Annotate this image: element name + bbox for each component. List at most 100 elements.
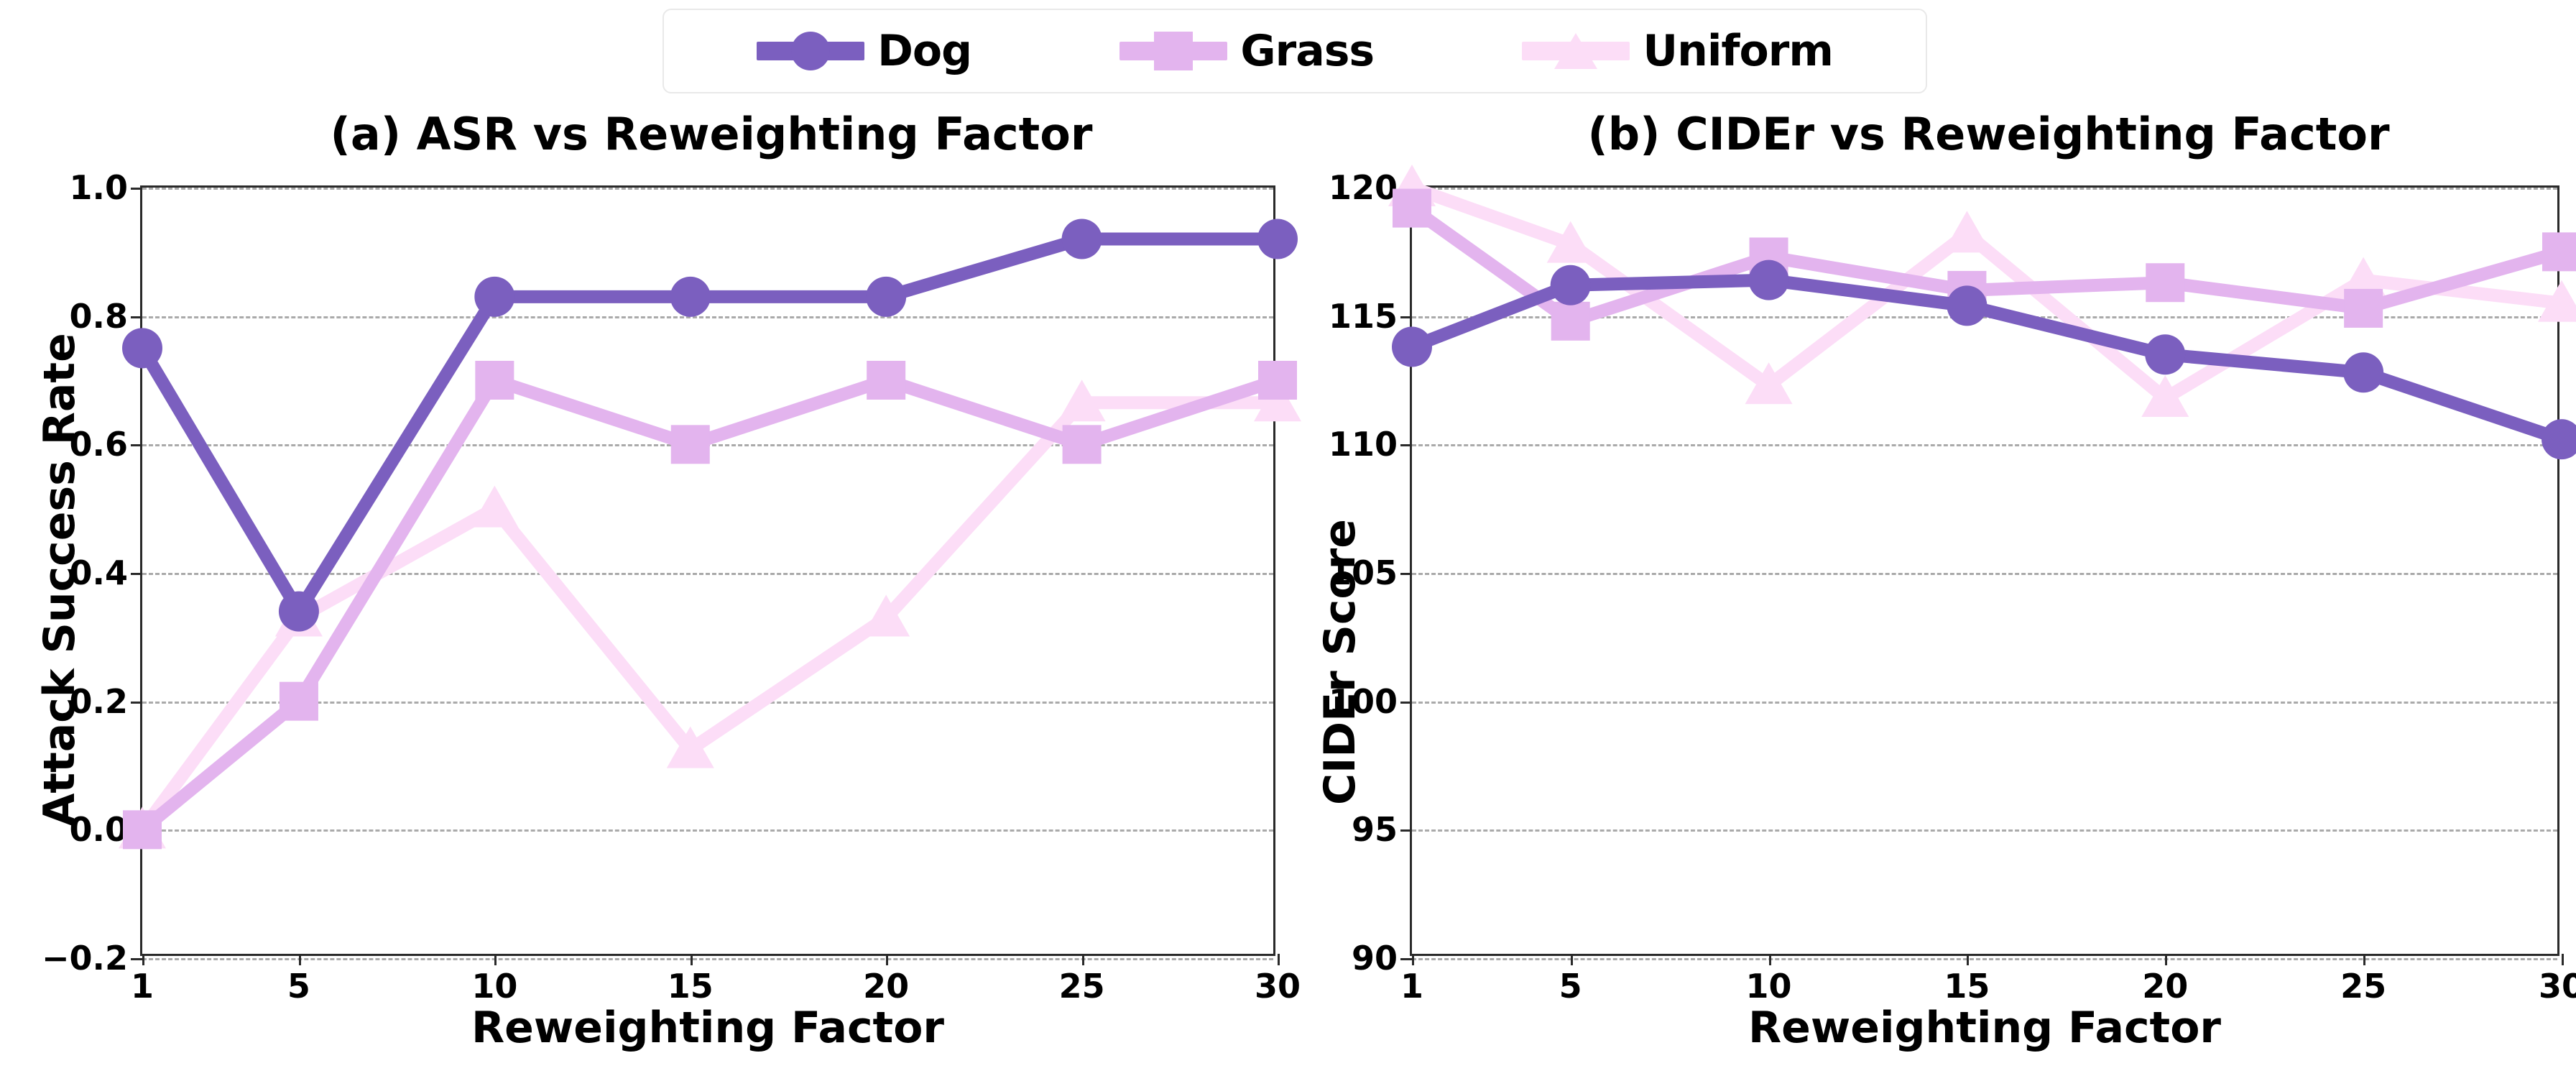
x-tick-mark bbox=[1081, 954, 1084, 965]
triangle-marker[interactable] bbox=[862, 594, 910, 637]
y-tick-label: 95 bbox=[1351, 810, 1398, 850]
y-tick-mark bbox=[131, 701, 142, 704]
square-marker[interactable] bbox=[279, 681, 318, 721]
triangle-marker[interactable] bbox=[666, 726, 714, 768]
x-tick-mark bbox=[1412, 954, 1414, 965]
panel-b-plot-area: 90 95 100 105 110 115 120 1 5 10 15 20 25 30 bbox=[1329, 165, 2576, 1006]
x-tick-mark bbox=[1278, 954, 1280, 965]
triangle-marker[interactable] bbox=[1943, 211, 1991, 253]
triangle-marker[interactable] bbox=[2340, 257, 2388, 299]
legend-label-grass: Grass bbox=[1240, 26, 1375, 76]
triangle-marker[interactable] bbox=[471, 485, 519, 528]
gridline bbox=[142, 188, 1273, 190]
gridline bbox=[142, 701, 1273, 704]
triangle-marker[interactable] bbox=[1546, 221, 1594, 263]
series-grass[interactable] bbox=[123, 361, 1297, 850]
x-tick-label: 5 bbox=[1559, 967, 1582, 1006]
square-marker[interactable] bbox=[2542, 232, 2576, 272]
square-marker[interactable] bbox=[123, 810, 162, 850]
panel-b-title: (b) CIDEr vs Reweighting Factor bbox=[1587, 108, 2390, 160]
panel-a-title: (a) ASR vs Reweighting Factor bbox=[330, 108, 1093, 160]
x-tick-mark bbox=[298, 954, 301, 965]
circle-marker[interactable] bbox=[866, 276, 907, 317]
triangle-marker[interactable] bbox=[2538, 280, 2576, 322]
square-marker[interactable] bbox=[1062, 425, 1102, 464]
gridline bbox=[1412, 316, 2557, 318]
x-tick-label: 30 bbox=[2538, 967, 2576, 1006]
triangle-marker[interactable] bbox=[2141, 375, 2189, 418]
triangle-marker-icon bbox=[1554, 33, 1598, 69]
y-tick-label: 100 bbox=[1328, 681, 1398, 721]
circle-marker[interactable] bbox=[1748, 259, 1789, 300]
x-tick-label: 10 bbox=[471, 967, 518, 1006]
y-tick-mark bbox=[131, 573, 142, 575]
triangle-marker[interactable] bbox=[1745, 362, 1793, 405]
x-tick-label: 20 bbox=[2142, 967, 2189, 1006]
square-marker[interactable] bbox=[475, 361, 514, 400]
circle-marker[interactable] bbox=[1257, 219, 1298, 259]
y-tick-label: 115 bbox=[1328, 296, 1398, 336]
y-tick-label: 0.4 bbox=[69, 553, 129, 592]
circle-marker[interactable] bbox=[2542, 419, 2576, 460]
circle-marker[interactable] bbox=[670, 276, 711, 317]
square-marker[interactable] bbox=[1551, 301, 1590, 341]
x-tick-label: 20 bbox=[863, 967, 910, 1006]
gridline bbox=[1412, 829, 2557, 832]
gridline bbox=[1412, 701, 2557, 704]
chart-legend: Dog Grass Uniform bbox=[663, 9, 1927, 93]
triangle-marker[interactable] bbox=[1058, 380, 1106, 422]
circle-marker[interactable] bbox=[122, 328, 162, 369]
circle-marker[interactable] bbox=[1392, 326, 1432, 367]
series-dog[interactable] bbox=[122, 219, 1298, 632]
x-tick-label: 15 bbox=[667, 967, 714, 1006]
circle-marker[interactable] bbox=[1947, 285, 1988, 326]
y-tick-mark bbox=[131, 444, 142, 447]
y-tick-label: 105 bbox=[1328, 553, 1398, 592]
data-series-layer bbox=[1388, 165, 2576, 460]
circle-marker[interactable] bbox=[2343, 352, 2384, 393]
x-tick-label: 25 bbox=[1058, 967, 1105, 1006]
y-tick-mark bbox=[1400, 958, 1412, 960]
series-dog[interactable] bbox=[1392, 259, 2576, 460]
circle-marker[interactable] bbox=[2145, 334, 2186, 375]
y-tick-label: 1.0 bbox=[69, 168, 129, 207]
triangle-marker[interactable] bbox=[1254, 380, 1301, 422]
y-tick-mark bbox=[1400, 573, 1412, 575]
circle-marker[interactable] bbox=[1061, 219, 1102, 259]
square-marker[interactable] bbox=[2146, 263, 2185, 303]
circle-marker[interactable] bbox=[1550, 265, 1591, 305]
x-tick-mark bbox=[886, 954, 889, 965]
circle-marker[interactable] bbox=[474, 276, 515, 317]
gridline bbox=[1412, 444, 2557, 447]
panel-a-x-axis-label: Reweighting Factor bbox=[471, 1003, 945, 1053]
legend-entry-grass[interactable]: Grass bbox=[1120, 26, 1375, 76]
x-tick-mark bbox=[2165, 954, 2168, 965]
panel-a-plot-area: −0.2 0.0 0.2 0.4 0.6 0.8 1.0 1 5 10 15 20 25 30 bbox=[42, 168, 1301, 1006]
y-tick-label: 0.6 bbox=[69, 425, 129, 464]
legend-entry-uniform[interactable]: Uniform bbox=[1522, 29, 1834, 73]
x-tick-mark bbox=[1768, 954, 1771, 965]
legend-swatch-dog bbox=[757, 32, 865, 70]
series-grass[interactable] bbox=[1393, 188, 2576, 341]
square-marker[interactable] bbox=[1258, 361, 1297, 400]
square-marker[interactable] bbox=[867, 361, 906, 400]
x-tick-mark bbox=[1570, 954, 1573, 965]
panel-asr: (a) ASR vs Reweighting Factor Attack Suc… bbox=[34, 108, 1301, 1053]
x-tick-mark bbox=[494, 954, 497, 965]
circle-marker[interactable] bbox=[278, 591, 319, 632]
x-tick-mark bbox=[690, 954, 693, 965]
panel-cider: (b) CIDEr vs Reweighting Factor CIDEr Sc… bbox=[1293, 0, 2576, 1076]
legend-entry-dog[interactable]: Dog bbox=[757, 26, 972, 76]
gridline bbox=[1412, 958, 2557, 960]
y-tick-label: 0.8 bbox=[69, 296, 129, 336]
gridline bbox=[1412, 188, 2557, 190]
legend-label-dog: Dog bbox=[877, 26, 972, 76]
y-tick-mark bbox=[131, 188, 142, 190]
x-tick-label: 10 bbox=[1745, 967, 1792, 1006]
square-marker[interactable] bbox=[1393, 188, 1431, 228]
legend-swatch-uniform bbox=[1522, 33, 1630, 69]
x-tick-mark bbox=[142, 954, 144, 965]
square-marker[interactable] bbox=[2344, 288, 2383, 328]
square-marker[interactable] bbox=[670, 425, 710, 464]
